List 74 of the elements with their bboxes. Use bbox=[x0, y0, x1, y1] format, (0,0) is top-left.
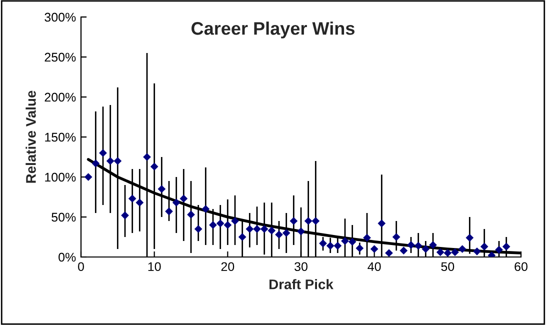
point bbox=[84, 173, 92, 181]
point bbox=[326, 242, 334, 250]
point bbox=[121, 211, 129, 220]
point bbox=[202, 205, 210, 213]
point bbox=[458, 245, 466, 253]
point bbox=[99, 149, 107, 157]
point bbox=[319, 239, 327, 248]
point bbox=[348, 238, 356, 246]
point bbox=[378, 219, 386, 228]
y-tick-label: 150% bbox=[45, 132, 76, 142]
y-axis-title: Relative Value bbox=[26, 90, 36, 183]
point bbox=[436, 248, 444, 256]
y-tick-label: 200% bbox=[44, 92, 76, 102]
point bbox=[392, 233, 400, 241]
point bbox=[143, 153, 151, 161]
point bbox=[407, 241, 415, 249]
y-tick-label: 0% bbox=[58, 252, 76, 262]
x-tick-label: 40 bbox=[368, 262, 381, 272]
point bbox=[370, 245, 378, 253]
point bbox=[444, 249, 452, 257]
point bbox=[253, 225, 261, 233]
point bbox=[414, 242, 422, 250]
y-tick-label: 100% bbox=[45, 172, 76, 182]
point bbox=[363, 234, 371, 242]
point bbox=[246, 225, 254, 233]
x-axis-title: Draft Pick bbox=[270, 279, 334, 290]
point bbox=[114, 157, 122, 165]
point bbox=[451, 248, 459, 256]
point bbox=[400, 246, 408, 255]
point bbox=[312, 217, 320, 225]
point bbox=[194, 225, 202, 233]
point bbox=[238, 233, 246, 241]
point bbox=[165, 207, 173, 216]
point bbox=[290, 217, 298, 225]
point bbox=[158, 185, 166, 193]
point bbox=[356, 244, 364, 252]
chart-title: Career Player Wins bbox=[192, 22, 354, 38]
point bbox=[187, 210, 195, 219]
y-tick-label: 50% bbox=[52, 212, 76, 222]
point bbox=[275, 230, 283, 239]
point bbox=[429, 241, 437, 249]
point bbox=[473, 247, 481, 256]
x-tick-label: 0 bbox=[78, 262, 84, 272]
point bbox=[466, 234, 474, 242]
point bbox=[209, 221, 217, 229]
x-tick-label: 50 bbox=[441, 262, 454, 272]
point bbox=[106, 157, 114, 165]
point bbox=[495, 246, 503, 254]
point bbox=[480, 242, 488, 251]
point bbox=[216, 219, 224, 228]
x-tick-label: 20 bbox=[221, 262, 234, 272]
point bbox=[172, 198, 180, 207]
point bbox=[282, 229, 290, 237]
point bbox=[136, 198, 144, 207]
point bbox=[180, 194, 188, 203]
point bbox=[231, 217, 239, 225]
point bbox=[334, 242, 342, 250]
point bbox=[297, 227, 305, 236]
x-tick-label: 60 bbox=[514, 262, 528, 272]
point bbox=[502, 242, 510, 251]
y-tick-label: 300% bbox=[44, 12, 76, 22]
point bbox=[92, 159, 100, 168]
y-tick-label: 250% bbox=[44, 52, 76, 62]
x-tick-label: 30 bbox=[294, 262, 308, 272]
point bbox=[260, 225, 268, 233]
point bbox=[422, 245, 430, 253]
point bbox=[224, 221, 232, 229]
point bbox=[341, 237, 349, 245]
point bbox=[150, 162, 158, 171]
point bbox=[128, 194, 136, 203]
x-tick-label: 10 bbox=[148, 262, 161, 272]
point bbox=[268, 226, 276, 235]
point bbox=[304, 217, 312, 225]
point bbox=[385, 249, 393, 257]
